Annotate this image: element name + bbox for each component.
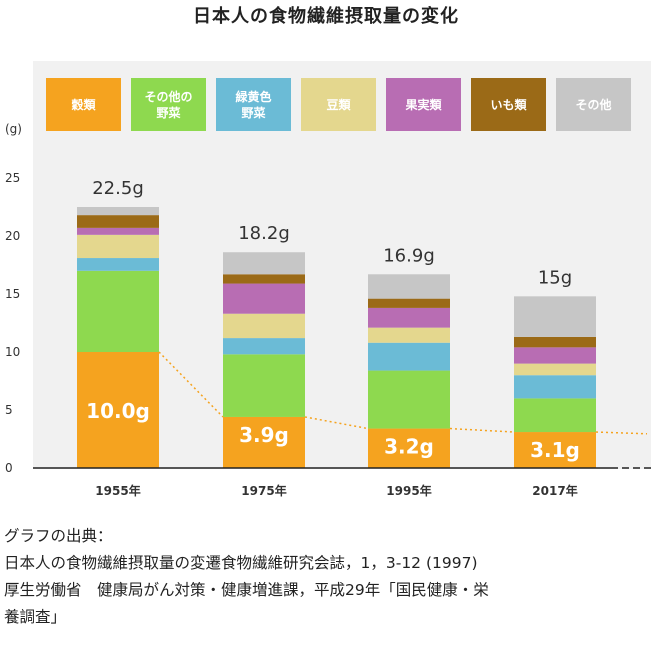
bar-segment	[514, 347, 596, 364]
x-tick-label: 1955年	[95, 483, 140, 498]
bar-segment	[77, 352, 159, 468]
y-tick-label: 5	[5, 403, 13, 417]
y-tick-label: 15	[5, 287, 20, 301]
bar-segment	[514, 432, 596, 468]
bar-segment	[77, 227, 159, 235]
total-label: 15g	[538, 267, 572, 288]
bar-segment	[223, 416, 305, 468]
chart-title: 日本人の食物繊維摂取量の変化	[193, 6, 459, 27]
bar-segment	[514, 398, 596, 433]
bar-segment	[368, 298, 450, 308]
chart-area: 穀類 その他の 野菜 緑黄色 野菜 豆類 果実類 いも類 その他 (g) 0 5 10 15 20 25…	[5, 61, 651, 498]
cereal-value-label: 3.2g	[384, 435, 434, 459]
y-axis-label: (g)	[5, 122, 22, 136]
bar-segment	[223, 283, 305, 314]
bar-segment	[223, 252, 305, 275]
y-tick-label: 20	[5, 229, 20, 243]
legend-item: 穀類	[46, 78, 121, 131]
total-label: 18.2g	[238, 223, 290, 244]
legend-item: その他	[556, 78, 631, 131]
source-line-2: 厚生労働省 健康局がん対策・健康増進課，平成29年「国民健康・栄	[4, 581, 489, 599]
trend-line	[158, 351, 224, 418]
bar-segment	[368, 307, 450, 328]
bar-segment	[368, 342, 450, 371]
bar-segment	[77, 234, 159, 259]
source-section: グラフの出典： 日本人の食物繊維摂取量の変遷食物繊維研究会誌，1，3-12 (1…	[4, 523, 650, 631]
cereal-value-label: 3.9g	[239, 423, 289, 447]
bar-segment	[223, 338, 305, 355]
bar-segment	[514, 375, 596, 399]
bar-segment	[368, 327, 450, 343]
y-tick-label: 0	[5, 461, 13, 475]
total-label: 22.5g	[92, 178, 144, 199]
bar-segment	[368, 370, 450, 429]
bar-segment	[223, 313, 305, 339]
x-tick-label: 2017年	[532, 483, 577, 498]
x-tick-label: 1975年	[241, 483, 286, 498]
source-line-1: 日本人の食物繊維摂取量の変遷食物繊維研究会誌，1，3-12 (1997)	[4, 554, 478, 572]
y-tick-label: 25	[5, 171, 20, 185]
bar-segment	[77, 270, 159, 352]
bar-segment	[77, 215, 159, 228]
bar-segment	[223, 274, 305, 284]
bar-segment	[368, 428, 450, 468]
bar-segment	[514, 296, 596, 337]
chart-svg: (g) 0 5 10 15 20 25 22.5g 1955年 10.0g 18.2g 1975年 3.…	[5, 122, 651, 498]
legend-item: 緑黄色 野菜	[216, 78, 291, 131]
cereal-value-label: 3.1g	[530, 438, 580, 462]
y-tick-label: 10	[5, 345, 20, 359]
total-label: 16.9g	[383, 245, 435, 266]
trend-line	[304, 416, 369, 430]
cereal-value-label: 10.0g	[86, 399, 150, 423]
bar-segment	[77, 207, 159, 216]
legend-item: いも類	[471, 78, 546, 131]
x-tick-label: 1995年	[386, 483, 431, 498]
bar-segment	[368, 274, 450, 299]
legend-item: その他の 野菜	[131, 78, 206, 131]
trend-line	[449, 427, 515, 433]
legend-item: 果実類	[386, 78, 461, 131]
source-heading: グラフの出典：	[4, 527, 113, 545]
bar-segment	[77, 258, 159, 271]
bar-segment	[514, 363, 596, 376]
bar-segment	[223, 354, 305, 417]
source-line-3: 養調査」	[4, 608, 67, 626]
legend-item: 豆類	[301, 78, 376, 131]
bar-segment	[514, 336, 596, 348]
trend-line	[595, 431, 648, 435]
